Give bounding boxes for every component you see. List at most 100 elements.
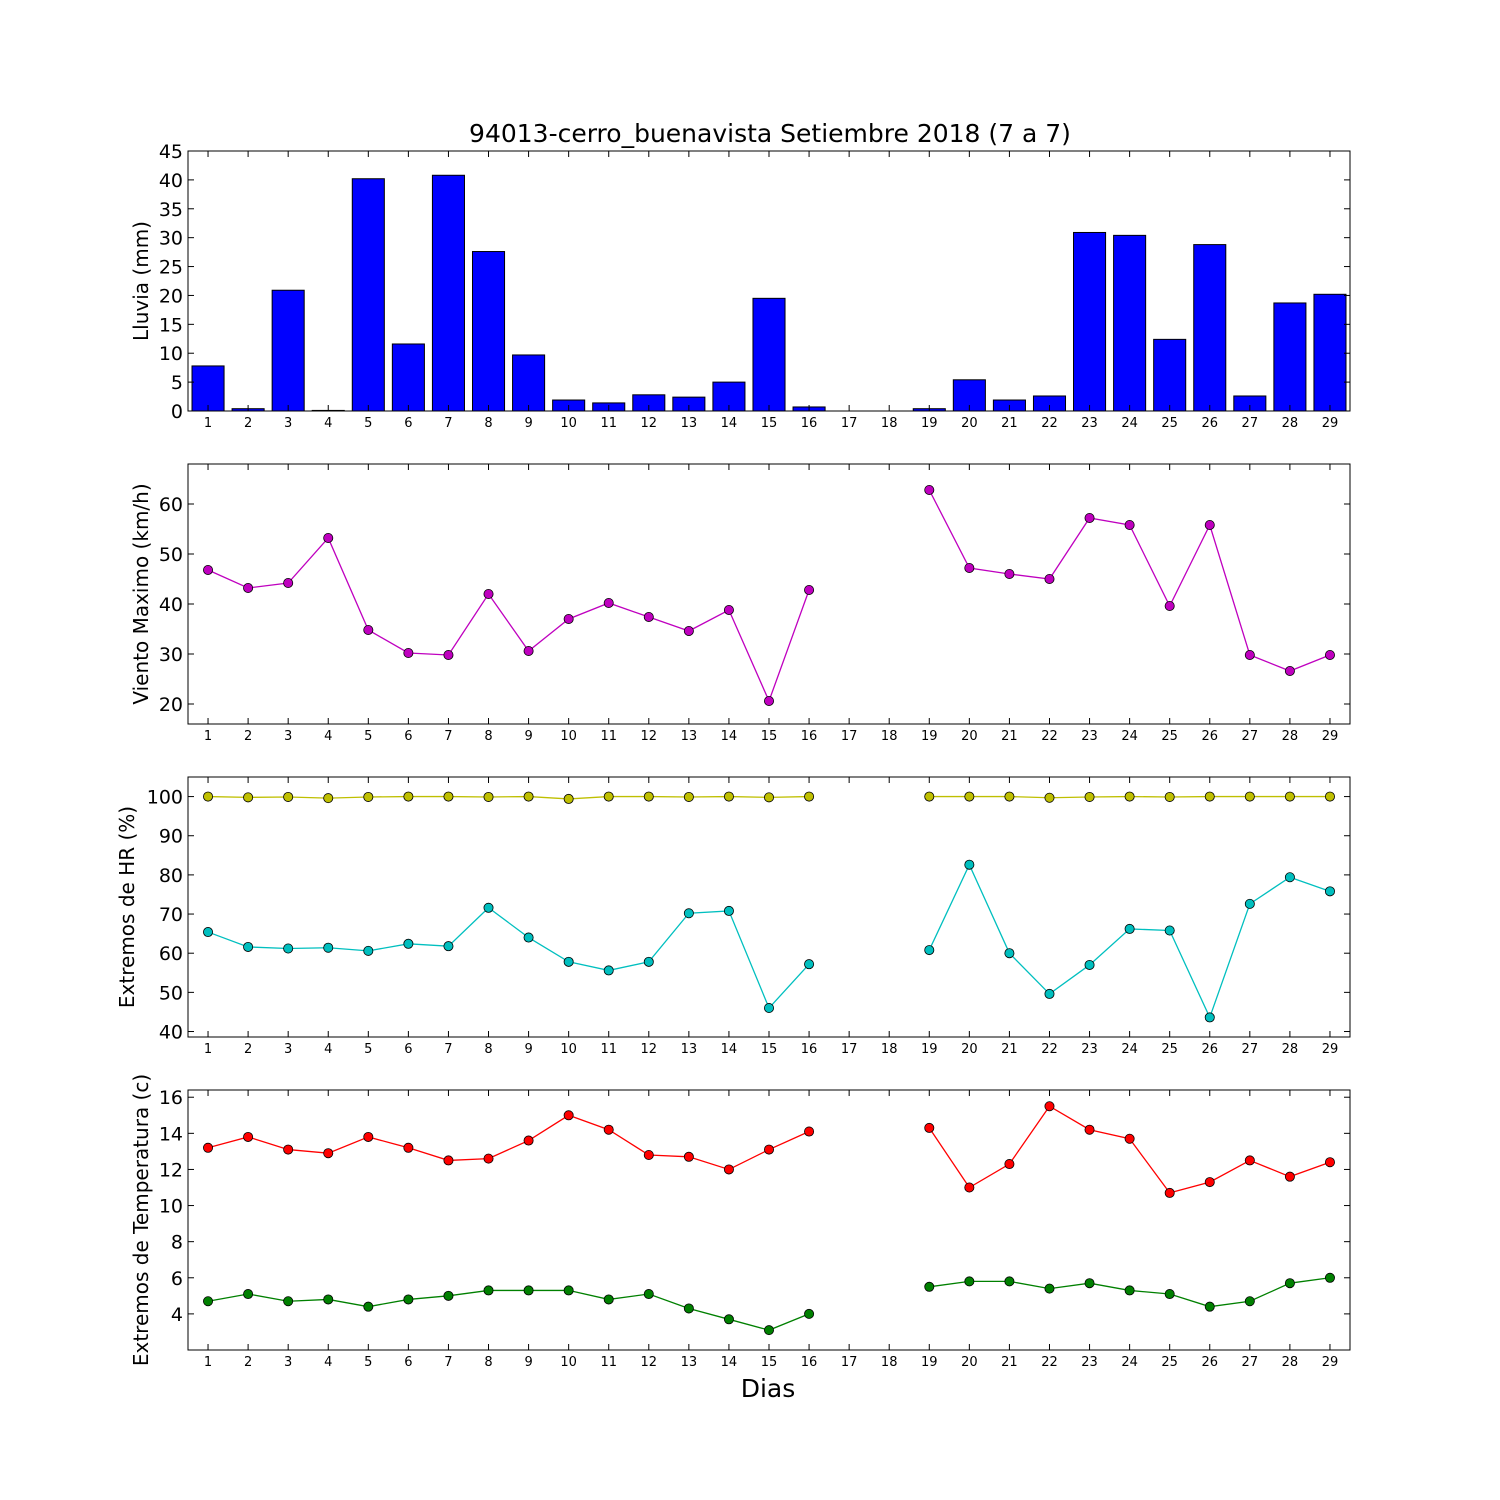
wind-point-day-13 [683, 626, 694, 637]
wind-point-day-12 [643, 612, 654, 623]
x-tick-label: 12 [641, 1042, 658, 1057]
temp-min-point-day-5 [363, 1301, 374, 1312]
hr-max-point-day-7 [443, 791, 454, 802]
x-tick-label: 20 [961, 1042, 978, 1057]
temp-min-point-day-2 [243, 1289, 254, 1300]
x-tick-label: 10 [560, 1355, 577, 1370]
hr-min-point-day-4 [323, 942, 334, 953]
x-tick-label: 15 [761, 1042, 778, 1057]
hr-min-point-day-8 [483, 902, 494, 913]
y-tick-label: 20 [159, 694, 183, 716]
x-tick-label: 21 [1001, 1355, 1018, 1370]
x-tick-label: 12 [641, 1355, 658, 1370]
x-tick-label: 5 [364, 1355, 372, 1370]
wind-point-day-24 [1124, 520, 1135, 531]
x-tick-label: 6 [404, 1042, 412, 1057]
hr-max-point-day-3 [283, 791, 294, 802]
y-tick-label: 5 [171, 372, 183, 394]
hr-max-point-day-11 [603, 791, 614, 802]
temp-min-point-day-26 [1204, 1301, 1215, 1312]
y-tick-label: 50 [159, 982, 183, 1004]
x-tick-label: 5 [364, 1042, 372, 1057]
temp-max-point-day-2 [243, 1131, 254, 1142]
temp-min-point-day-28 [1284, 1278, 1295, 1289]
y-tick-label: 12 [159, 1159, 183, 1181]
x-tick-label: 9 [524, 1042, 532, 1057]
hr-max-point-day-6 [403, 791, 414, 802]
x-tick-label: 11 [600, 729, 617, 744]
temp-max-series-line-1 [207, 1114, 810, 1171]
x-tick-label: 3 [284, 416, 292, 431]
temp-min-point-day-24 [1124, 1285, 1135, 1296]
x-tick-label: 22 [1041, 416, 1058, 431]
wind-point-day-9 [523, 646, 534, 657]
hr-max-point-day-27 [1244, 791, 1255, 802]
temp-max-point-day-10 [563, 1110, 574, 1121]
x-tick-label: 14 [721, 729, 738, 744]
hr-max-point-day-16 [804, 791, 815, 802]
wind-point-day-26 [1204, 520, 1215, 531]
hr-max-point-day-2 [243, 792, 254, 803]
wind-point-day-23 [1084, 513, 1095, 524]
x-tick-label: 18 [881, 416, 898, 431]
hr-max-point-day-28 [1284, 791, 1295, 802]
hr-min-point-day-22 [1044, 988, 1055, 999]
x-tick-label: 22 [1041, 729, 1058, 744]
x-tick-label: 17 [841, 1042, 858, 1057]
rain-bar-day-5 [351, 178, 385, 412]
rain-bar-day-9 [512, 354, 546, 412]
temp-min-point-day-14 [723, 1314, 734, 1325]
y-tick-label: 30 [159, 644, 183, 666]
x-tick-label: 14 [721, 1355, 738, 1370]
temp-min-point-day-9 [523, 1285, 534, 1296]
x-tick-label: 29 [1322, 1042, 1339, 1057]
temp-min-series-line-1 [207, 1289, 810, 1331]
y-tick-label: 14 [159, 1123, 183, 1145]
temp-min-point-day-1 [203, 1296, 214, 1307]
rain-bar-day-25 [1153, 338, 1187, 412]
temp-min-point-day-6 [403, 1294, 414, 1305]
rain-y-axis-label: Lluvia (mm) [129, 221, 153, 341]
wind-point-day-7 [443, 650, 454, 661]
y-tick-label: 80 [159, 865, 183, 887]
temp-min-point-day-12 [643, 1289, 654, 1300]
x-tick-label: 19 [921, 1042, 938, 1057]
hr-max-point-day-21 [1004, 791, 1015, 802]
x-tick-label: 28 [1282, 729, 1299, 744]
x-tick-label: 3 [284, 1042, 292, 1057]
x-tick-label: 26 [1201, 729, 1218, 744]
hr-min-point-day-20 [964, 859, 975, 870]
x-tick-label: 17 [841, 416, 858, 431]
y-tick-label: 4 [171, 1304, 183, 1326]
y-tick-label: 60 [159, 494, 183, 516]
x-tick-label: 26 [1201, 416, 1218, 431]
rain-bar-day-3 [271, 289, 305, 412]
y-tick-label: 40 [159, 170, 183, 192]
hr-max-point-day-22 [1044, 792, 1055, 803]
hr-min-point-day-3 [283, 943, 294, 954]
temp-max-point-day-24 [1124, 1133, 1135, 1144]
x-tick-label: 28 [1282, 1355, 1299, 1370]
axes-frame [187, 776, 1351, 1038]
rain-bar-day-8 [471, 251, 506, 412]
wind-point-day-25 [1164, 601, 1175, 612]
wind-point-day-21 [1004, 569, 1015, 580]
hr-max-point-day-5 [363, 791, 374, 802]
x-tick-label: 23 [1081, 1042, 1098, 1057]
y-tick-label: 15 [159, 314, 183, 336]
x-tick-label: 13 [681, 416, 698, 431]
wind-point-day-14 [723, 605, 734, 616]
hr-min-series-line-2 [928, 863, 1331, 1020]
x-tick-label: 4 [324, 1042, 332, 1057]
y-tick-label: 45 [159, 141, 183, 163]
x-tick-label: 1 [204, 1355, 212, 1370]
x-tick-label: 28 [1282, 1042, 1299, 1057]
x-tick-label: 28 [1282, 416, 1299, 431]
temp-max-point-day-3 [283, 1144, 294, 1155]
temp-min-point-day-13 [683, 1303, 694, 1314]
wind-y-axis-label: Viento Maximo (km/h) [129, 483, 153, 704]
rain-bar-day-1 [191, 365, 225, 412]
